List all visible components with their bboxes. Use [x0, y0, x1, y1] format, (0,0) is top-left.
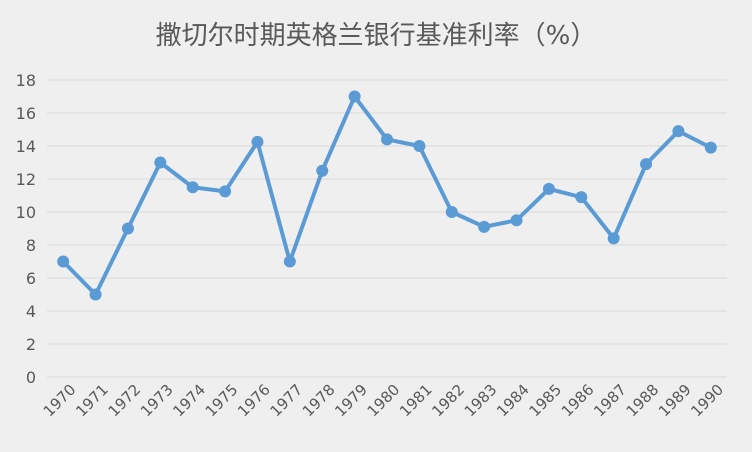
data-point — [542, 182, 555, 195]
x-tick-label: 1983 — [461, 381, 501, 421]
y-tick-label: 8 — [26, 236, 36, 255]
y-tick-label: 6 — [26, 269, 36, 288]
x-tick-label: 1986 — [558, 381, 598, 421]
x-tick-label: 1974 — [169, 381, 209, 421]
data-point — [478, 220, 491, 233]
data-point — [348, 90, 361, 103]
x-tick-label: 1975 — [202, 381, 242, 421]
data-point — [121, 222, 134, 235]
x-tick-label: 1984 — [493, 381, 533, 421]
y-tick-label: 16 — [16, 104, 36, 123]
x-tick-label: 1977 — [266, 381, 306, 421]
data-point — [283, 255, 296, 268]
x-tick-label: 1978 — [299, 381, 339, 421]
x-tick-label: 1982 — [428, 381, 468, 421]
x-tick-label: 1988 — [623, 381, 663, 421]
x-tick-label: 1970 — [40, 381, 80, 421]
data-point — [89, 288, 102, 301]
data-point — [607, 232, 620, 245]
y-tick-label: 2 — [26, 335, 36, 354]
chart-title: 撒切尔时期英格兰银行基准利率（%） — [156, 21, 597, 51]
gridlines — [47, 79, 727, 378]
series-line — [61, 94, 713, 297]
y-tick-label: 4 — [26, 302, 36, 321]
y-tick-label: 10 — [16, 203, 36, 222]
data-point — [672, 125, 685, 138]
x-tick-label: 1973 — [137, 381, 177, 421]
data-point — [154, 156, 167, 169]
x-tick-label: 1980 — [364, 381, 404, 421]
data-point — [57, 255, 70, 268]
data-point — [381, 133, 393, 146]
data-point — [575, 191, 588, 204]
x-tick-label: 1990 — [687, 381, 727, 421]
y-tick-label: 0 — [26, 368, 36, 387]
y-tick-label: 14 — [16, 137, 36, 156]
x-tick-label: 1972 — [105, 381, 145, 421]
x-tick-label: 1985 — [526, 381, 566, 421]
data-point — [640, 158, 653, 171]
x-tick-label: 1989 — [655, 381, 695, 421]
x-tick-label: 1981 — [396, 381, 436, 421]
data-point — [445, 206, 458, 218]
data-point — [219, 185, 232, 198]
x-tick-label: 1976 — [234, 381, 274, 421]
x-tick-label: 1979 — [331, 381, 371, 421]
data-point — [251, 135, 264, 148]
series-rate — [57, 90, 717, 301]
x-axis-ticks: 1970197119721973197419751976197719781979… — [40, 381, 727, 421]
data-point — [704, 141, 717, 154]
y-tick-label: 18 — [16, 71, 36, 90]
data-point — [316, 164, 329, 177]
data-point — [186, 181, 199, 194]
y-axis-ticks: 0 2 4 6 8 10 12 14 16 18 — [16, 71, 36, 387]
data-point — [510, 214, 523, 227]
y-tick-label: 12 — [16, 170, 36, 189]
x-tick-label: 1971 — [72, 381, 112, 421]
x-tick-label: 1987 — [590, 381, 630, 421]
data-point — [413, 140, 426, 152]
